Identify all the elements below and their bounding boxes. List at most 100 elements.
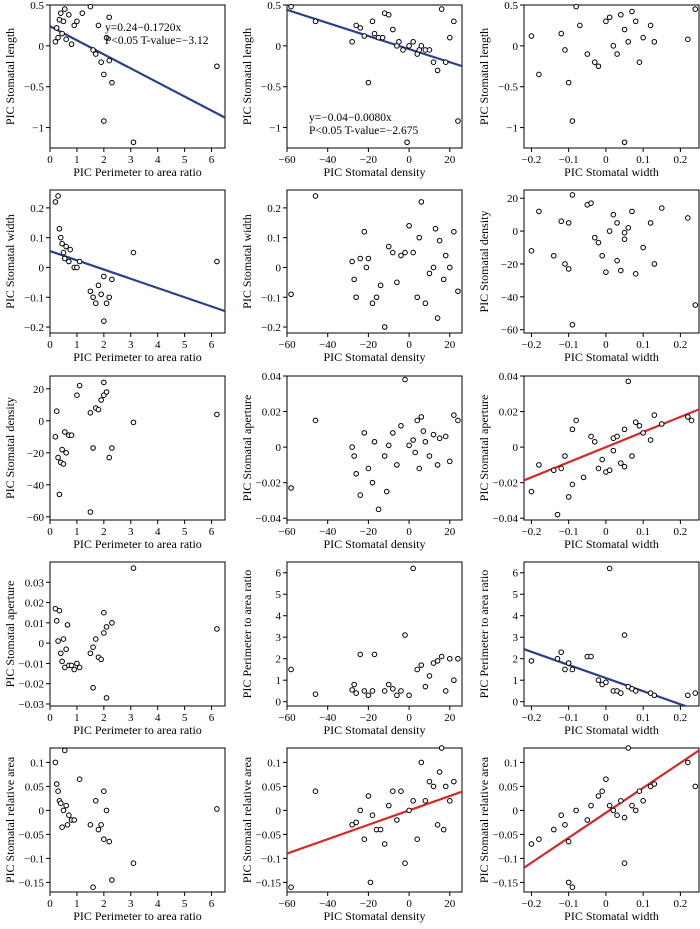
data-point xyxy=(59,240,65,247)
data-point xyxy=(60,249,67,256)
data-point xyxy=(455,118,461,124)
data-point xyxy=(92,300,99,307)
x-tick-label: 5 xyxy=(182,339,188,351)
y-tick-label: 0.05 xyxy=(499,781,519,793)
plot-frame xyxy=(523,4,700,149)
x-tick-label: −20 xyxy=(360,154,378,166)
x-tick-label: −20 xyxy=(360,339,378,351)
y-axis-label: PIC Stomatal density xyxy=(477,211,491,313)
data-point xyxy=(361,228,368,235)
y-tick-label: −0.02 xyxy=(493,478,518,490)
y-tick-label: 0.1 xyxy=(30,757,44,769)
regression-line xyxy=(287,8,462,68)
x-tick-label: −40 xyxy=(319,712,337,724)
data-point xyxy=(455,417,461,424)
data-point xyxy=(416,465,423,472)
plot-frame xyxy=(49,189,226,334)
data-point xyxy=(426,270,433,277)
x-tick-label: 20 xyxy=(444,898,456,910)
data-point xyxy=(398,422,404,429)
data-point xyxy=(87,410,94,416)
data-point xyxy=(621,463,628,470)
data-point xyxy=(584,817,591,823)
data-point xyxy=(610,447,617,454)
data-point xyxy=(562,453,568,459)
data-point xyxy=(385,681,392,688)
data-point xyxy=(406,222,412,229)
x-tick-label: 20 xyxy=(444,154,456,166)
data-point xyxy=(618,798,624,804)
data-point xyxy=(588,433,594,440)
y-tick-label: 5 xyxy=(276,589,282,601)
plot-frame xyxy=(286,189,463,334)
data-point xyxy=(614,433,620,440)
data-point xyxy=(55,193,61,199)
y-tick-label: 5 xyxy=(513,589,519,601)
data-point xyxy=(76,664,83,671)
data-point xyxy=(446,655,453,662)
data-point xyxy=(357,807,364,814)
x-tick-label: 4 xyxy=(155,712,161,724)
data-point xyxy=(651,781,658,787)
x-tick-label: 0.2 xyxy=(674,898,688,910)
x-axis-label: PIC Stomatal width xyxy=(564,165,659,179)
data-point xyxy=(618,690,624,696)
panel-14: −60 −40 −20 0 20 −0.15 −0.1 −0.05 0 0.05 0.1 PIC St… xyxy=(240,745,463,923)
data-point xyxy=(603,269,609,275)
x-tick-label: 0 xyxy=(603,712,609,724)
data-point xyxy=(63,243,69,250)
data-point xyxy=(625,225,632,231)
y-tick-label: −1 xyxy=(506,123,518,135)
data-point xyxy=(390,686,396,692)
data-point xyxy=(64,822,71,828)
data-point xyxy=(101,318,107,324)
data-point xyxy=(432,225,439,232)
data-point xyxy=(418,759,425,766)
data-point xyxy=(52,759,59,766)
data-point xyxy=(357,25,364,31)
data-point xyxy=(87,650,94,657)
x-tick-label: −20 xyxy=(360,526,378,538)
data-point xyxy=(625,745,632,751)
x-tick-label: 5 xyxy=(182,898,188,910)
data-point xyxy=(632,688,639,694)
y-tick-label: −0.15 xyxy=(19,877,45,889)
data-point xyxy=(90,294,96,301)
plot-frame xyxy=(286,561,463,707)
data-point xyxy=(349,822,355,828)
data-point xyxy=(434,462,441,468)
data-point xyxy=(422,683,429,690)
data-point xyxy=(438,745,445,751)
plot-frame xyxy=(49,375,226,521)
data-point xyxy=(95,282,102,289)
y-tick-label: 4 xyxy=(276,611,282,623)
data-point xyxy=(565,266,572,272)
data-point xyxy=(610,807,617,814)
data-point xyxy=(400,47,406,53)
x-tick-label: 5 xyxy=(182,154,188,166)
data-point xyxy=(63,802,69,809)
y-tick-label: −0.05 xyxy=(256,829,282,841)
data-point xyxy=(349,258,355,265)
x-tick-label: 6 xyxy=(209,339,215,351)
x-tick-label: 0.2 xyxy=(674,339,688,351)
plot-frame xyxy=(523,375,700,521)
regression-annotation: P<0.05 T-value=−2.675 xyxy=(309,125,418,137)
data-point xyxy=(455,655,461,662)
data-point xyxy=(558,465,565,472)
data-point xyxy=(565,879,572,886)
data-point xyxy=(636,422,643,429)
x-axis-label: PIC Stomatal density xyxy=(324,165,426,179)
x-tick-label: 0 xyxy=(603,339,609,351)
data-point xyxy=(357,492,364,498)
data-point xyxy=(569,666,576,673)
data-point xyxy=(60,18,67,25)
data-point xyxy=(621,814,628,821)
data-point xyxy=(422,438,429,445)
data-point xyxy=(434,658,441,664)
data-point xyxy=(66,812,72,819)
data-point xyxy=(565,838,572,845)
data-point xyxy=(106,14,113,21)
x-tick-label: 0.1 xyxy=(636,154,650,166)
x-tick-label: 2 xyxy=(101,339,107,351)
